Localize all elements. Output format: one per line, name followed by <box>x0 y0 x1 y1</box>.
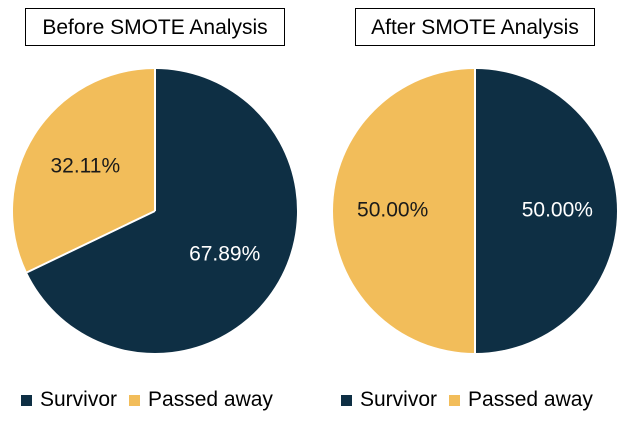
legend-item-passed-away: Passed away <box>449 388 593 412</box>
pie-slice-survivor <box>26 69 298 354</box>
legend-after: Survivor Passed away <box>341 386 605 414</box>
pie-slice-passed-away <box>13 69 155 273</box>
legend-swatch-passed-away <box>449 394 461 406</box>
pie-slice-survivor <box>475 69 617 353</box>
slice-label-survivor: 50.00% <box>522 199 593 222</box>
chart-title-before: Before SMOTE Analysis <box>25 8 285 46</box>
pie-chart-after: 50.00% 50.00% <box>333 69 617 353</box>
slice-label-passed-away: 50.00% <box>357 199 428 222</box>
legend-item-passed-away: Passed away <box>129 388 273 412</box>
legend-item-survivor: Survivor <box>21 388 117 412</box>
pie-slice-separator <box>26 210 156 274</box>
legend-before: Survivor Passed away <box>21 386 285 414</box>
pie-slice-passed-away <box>333 69 475 353</box>
legend-swatch-survivor <box>21 394 32 406</box>
pie-chart-before: 67.89% 32.11% <box>13 69 298 354</box>
legend-label-survivor: Survivor <box>360 388 438 411</box>
legend-label-passed-away: Passed away <box>148 388 273 411</box>
slice-label-passed-away: 32.11% <box>50 155 120 178</box>
legend-label-survivor: Survivor <box>40 388 118 411</box>
slice-label-survivor: 67.89% <box>189 242 260 265</box>
legend-item-survivor: Survivor <box>341 388 437 412</box>
chart-title-after: After SMOTE Analysis <box>355 8 595 46</box>
legend-swatch-passed-away <box>129 394 141 406</box>
legend-swatch-survivor <box>341 394 352 406</box>
legend-label-passed-away: Passed away <box>468 388 593 411</box>
